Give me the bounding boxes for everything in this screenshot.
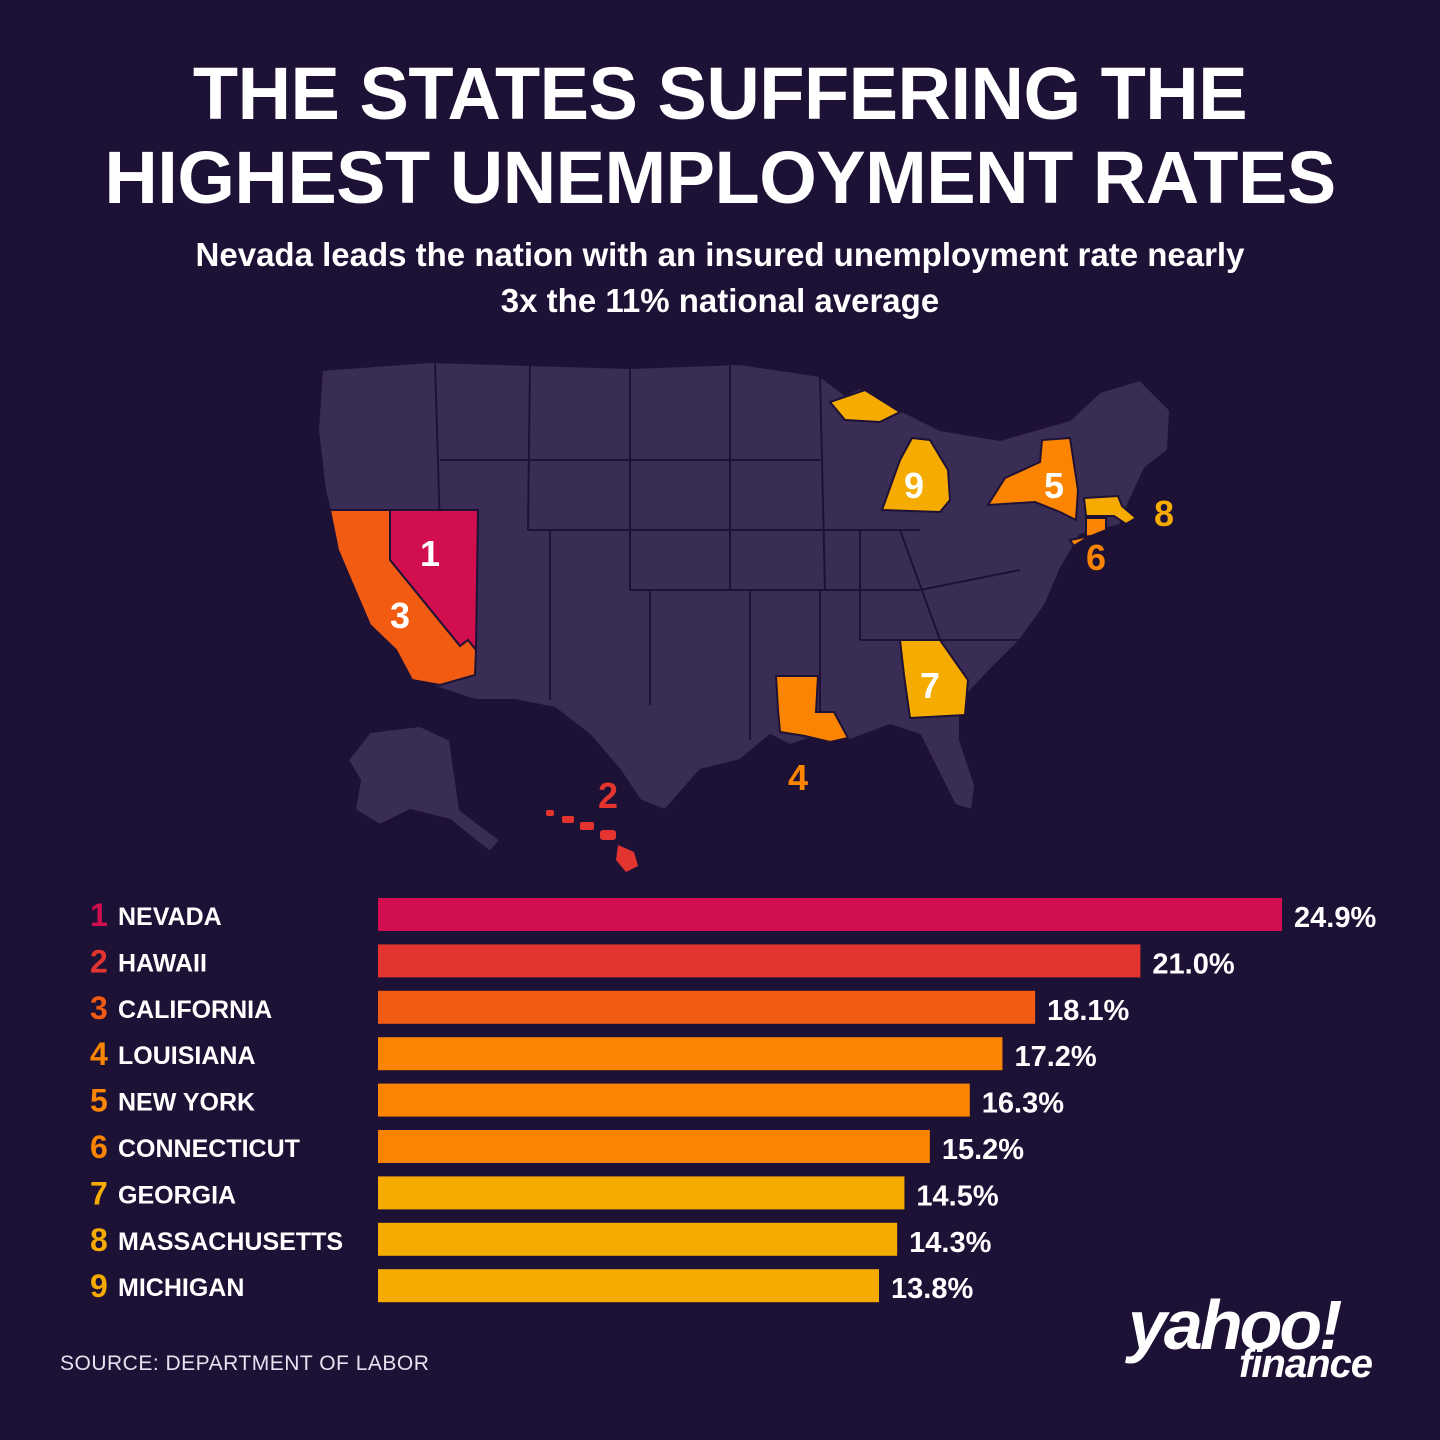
state-hawaii-shape bbox=[546, 810, 638, 872]
source-note: SOURCE: DEPARTMENT OF LABOR bbox=[60, 1352, 430, 1375]
rank-number: 7 bbox=[90, 1175, 108, 1211]
bar bbox=[378, 1176, 905, 1210]
title-line-2: HIGHEST UNEMPLOYMENT RATES bbox=[104, 136, 1336, 219]
map-rank-7: 7 bbox=[920, 665, 940, 706]
map-rank-4: 4 bbox=[788, 757, 808, 798]
bar bbox=[378, 1083, 970, 1117]
value-label: 14.3% bbox=[909, 1227, 991, 1259]
state-georgia-shape bbox=[898, 639, 970, 720]
rank-number: 8 bbox=[90, 1222, 108, 1258]
category-label: CALIFORNIA bbox=[118, 996, 272, 1024]
category-label: MASSACHUSETTS bbox=[118, 1228, 343, 1256]
category-label: HAWAII bbox=[118, 949, 207, 977]
value-label: 24.9% bbox=[1294, 902, 1376, 934]
bar bbox=[378, 990, 1036, 1024]
subtitle-line-2: 3x the 11% national average bbox=[500, 282, 940, 319]
map-rank-1: 1 bbox=[420, 533, 440, 574]
map-rank-8: 8 bbox=[1154, 493, 1174, 534]
value-label: 13.8% bbox=[891, 1273, 973, 1305]
logo-finance: finance bbox=[1238, 1342, 1373, 1386]
rank-number: 1 bbox=[90, 897, 108, 933]
state-michigan-shape bbox=[828, 388, 952, 514]
category-label: CONNECTICUT bbox=[118, 1135, 300, 1163]
bar bbox=[378, 898, 1282, 931]
subtitle-line-1: Nevada leads the nation with an insured … bbox=[195, 236, 1245, 273]
bar bbox=[378, 944, 1141, 978]
value-label: 17.2% bbox=[1014, 1041, 1096, 1073]
state-new-york-shape bbox=[986, 436, 1080, 522]
map-rank-9: 9 bbox=[904, 465, 924, 506]
chart-subtitle: Nevada leads the nation with an insured … bbox=[0, 232, 1440, 324]
state-massachusetts-shape bbox=[1082, 494, 1138, 526]
logo-yahoo: yahoo! bbox=[1128, 1286, 1342, 1364]
value-label: 18.1% bbox=[1047, 995, 1129, 1027]
category-label: NEW YORK bbox=[118, 1089, 255, 1117]
value-label: 15.2% bbox=[942, 1134, 1024, 1166]
rank-number: 6 bbox=[90, 1129, 108, 1165]
title-line-1: THE STATES SUFFERING THE bbox=[192, 52, 1248, 135]
chart-title: THE STATES SUFFERING THE HIGHEST UNEMPLO… bbox=[0, 52, 1440, 220]
bar bbox=[378, 1269, 880, 1303]
rank-number: 2 bbox=[90, 943, 108, 979]
yahoo-finance-logo: yahoo! finance bbox=[1128, 1290, 1390, 1390]
state-louisiana-shape bbox=[774, 675, 850, 744]
value-label: 14.5% bbox=[916, 1180, 998, 1212]
state-connecticut-shape bbox=[1068, 517, 1107, 548]
us-map: 1 2 3 4 5 6 7 8 9 bbox=[317, 361, 1174, 872]
map-rank-2: 2 bbox=[598, 775, 618, 816]
rank-number: 9 bbox=[90, 1268, 108, 1304]
map-rank-3: 3 bbox=[390, 595, 410, 636]
rank-number: 5 bbox=[90, 1083, 108, 1119]
alaska-shape bbox=[347, 725, 501, 853]
rank-number: 3 bbox=[90, 990, 108, 1026]
bar bbox=[378, 1130, 930, 1163]
map-rank-6: 6 bbox=[1086, 537, 1106, 578]
category-label: NEVADA bbox=[118, 903, 222, 931]
value-label: 16.3% bbox=[982, 1088, 1064, 1120]
value-label: 21.0% bbox=[1152, 948, 1234, 980]
category-label: GEORGIA bbox=[118, 1181, 236, 1209]
category-label: MICHIGAN bbox=[118, 1274, 244, 1302]
rank-number: 4 bbox=[90, 1036, 108, 1072]
category-label: LOUISIANA bbox=[118, 1042, 256, 1070]
state-california-shape bbox=[328, 509, 478, 687]
map-rank-5: 5 bbox=[1044, 465, 1064, 506]
bar bbox=[378, 1222, 898, 1256]
bar bbox=[378, 1037, 1003, 1071]
